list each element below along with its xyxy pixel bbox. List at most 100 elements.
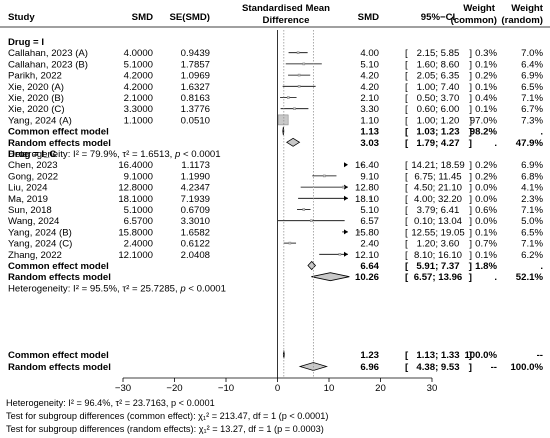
study-ci-open: [ <box>405 160 408 171</box>
study-name: Sun, 2018 <box>8 205 52 216</box>
common-effect-ci-close: ] <box>469 261 472 272</box>
header-study: Study <box>8 12 35 23</box>
common-effect-ci-value: 5.91; 7.37 <box>416 261 459 272</box>
subgroup-label: Drug = I_C <box>8 149 56 160</box>
overall-random-ci-open: [ <box>405 362 409 373</box>
study-ci-close: ] <box>469 239 472 250</box>
study-ci-close: ] <box>469 216 472 227</box>
study-weight-random: 2.3% <box>521 194 543 205</box>
study-smd: 2.1000 <box>124 93 153 104</box>
effect-square <box>293 107 296 110</box>
x-tick-label: 0 <box>275 383 280 394</box>
ci-arrow <box>344 229 348 235</box>
study-se: 0.6122 <box>181 239 210 250</box>
common-effect-weight-common: 1.8% <box>475 261 497 272</box>
common-effect-weight-random: . <box>540 261 543 272</box>
study-smd: 12.8000 <box>118 183 153 194</box>
study-weight-common: 0.1% <box>475 250 497 261</box>
study-weight-random: 6.2% <box>521 250 543 261</box>
random-effects-weight-common: . <box>494 272 497 283</box>
overall-common-ci-open: [ <box>405 350 409 361</box>
effect-square <box>287 96 290 99</box>
subgroup-test-random: Test for subgroup differences (random ef… <box>6 424 324 434</box>
random-effects-weight-random: 52.1% <box>516 272 544 283</box>
study-smd-value: 15.80 <box>355 227 379 238</box>
study-name: Wang, 2024 <box>8 216 60 227</box>
study-smd: 6.5700 <box>124 216 153 227</box>
study-ci-value: 8.10; 16.10 <box>414 250 462 261</box>
study-ci-open: [ <box>405 171 408 182</box>
study-smd-value: 12.10 <box>355 250 379 261</box>
study-smd-value: 4.00 <box>360 48 379 59</box>
study-smd: 4.2000 <box>124 82 153 93</box>
effect-square <box>288 241 292 245</box>
x-tick-label: 10 <box>324 383 335 394</box>
effect-square <box>310 219 313 222</box>
header-ci: 95%−CI <box>421 12 456 23</box>
effect-square <box>338 253 342 256</box>
study-weight-common: 0.2% <box>475 71 497 82</box>
study-smd-value: 2.10 <box>360 93 379 104</box>
ci-arrow <box>344 251 348 257</box>
study-se: 4.2347 <box>181 183 210 194</box>
overall-common-weight-common: 100.0% <box>464 350 497 361</box>
study-name: Callahan, 2023 (B) <box>8 59 88 70</box>
study-weight-common: 0.4% <box>475 93 497 104</box>
study-weight-random: 7.1% <box>521 93 543 104</box>
x-tick-label: 30 <box>427 383 438 394</box>
common-effect-ci-value: 1.03; 1.23 <box>416 127 459 138</box>
subgroup-label: Drug = I <box>8 37 44 48</box>
header-weight-random-2: (random) <box>501 15 543 26</box>
overall-random-smd-value: 6.96 <box>360 362 379 373</box>
overall-common-weight-random: -- <box>537 350 543 361</box>
header-plot-title-1: Standardised Mean <box>242 3 330 14</box>
header-plot-title-2: Difference <box>263 15 310 26</box>
study-weight-common: 0.7% <box>475 239 497 250</box>
header-weight-common-1: Weight <box>463 3 496 14</box>
header-weight-random-1: Weight <box>511 3 544 14</box>
study-name: Parikh, 2022 <box>8 71 62 82</box>
study-weight-common: 0.0% <box>475 216 497 227</box>
study-se: 1.7857 <box>181 59 210 70</box>
study-ci-close: ] <box>469 171 472 182</box>
subgroup-heterogeneity: Heterogeneity: I² = 79.9%, τ² = 1.6513, … <box>8 149 221 160</box>
ci-arrow <box>344 162 348 168</box>
study-name: Callahan, 2023 (A) <box>8 48 88 59</box>
header-se: SE(SMD) <box>169 12 210 23</box>
study-smd: 3.3000 <box>124 104 153 115</box>
random-effects-ci-close: ] <box>469 138 472 149</box>
study-smd: 4.0000 <box>124 48 153 59</box>
study-ci-open: [ <box>405 48 408 59</box>
overall-random-weight-common: -- <box>491 362 497 373</box>
study-se: 1.3776 <box>181 104 210 115</box>
study-ci-open: [ <box>405 82 408 93</box>
study-ci-value: 4.00; 32.20 <box>414 194 462 205</box>
common-effect-diamond <box>307 260 317 271</box>
overall-random-ci-close: ] <box>469 362 472 373</box>
common-effect-diamond <box>282 127 285 136</box>
study-se: 0.9439 <box>181 48 210 59</box>
overall-common-ci-value: 1.13; 1.33 <box>416 350 459 361</box>
study-se: 1.6327 <box>181 82 210 93</box>
study-smd-value: 4.20 <box>360 82 379 93</box>
random-effects-smd-value: 10.26 <box>355 272 379 283</box>
common-effect-label: Common effect model <box>8 127 109 138</box>
random-effects-smd-value: 3.03 <box>360 138 379 149</box>
study-ci-close: ] <box>469 93 472 104</box>
study-smd-value: 3.30 <box>360 104 379 115</box>
study-ci-close: ] <box>469 48 472 59</box>
study-weight-random: 7.0% <box>521 48 543 59</box>
random-effects-diamond <box>285 137 301 147</box>
study-weight-common: 97.0% <box>470 115 498 126</box>
study-smd-value: 5.10 <box>360 59 379 70</box>
common-effect-smd-value: 1.13 <box>360 127 379 138</box>
study-ci-value: 6.75; 11.45 <box>414 171 461 182</box>
header-smd: SMD <box>132 12 153 23</box>
common-effect-ci-open: [ <box>405 127 409 138</box>
subgroup-heterogeneity: Heterogeneity: I² = 95.5%, τ² = 25.7285,… <box>8 283 226 294</box>
study-smd: 15.8000 <box>118 227 153 238</box>
study-ci-value: 1.20; 3.60 <box>417 239 460 250</box>
study-weight-common: 0.3% <box>475 48 497 59</box>
